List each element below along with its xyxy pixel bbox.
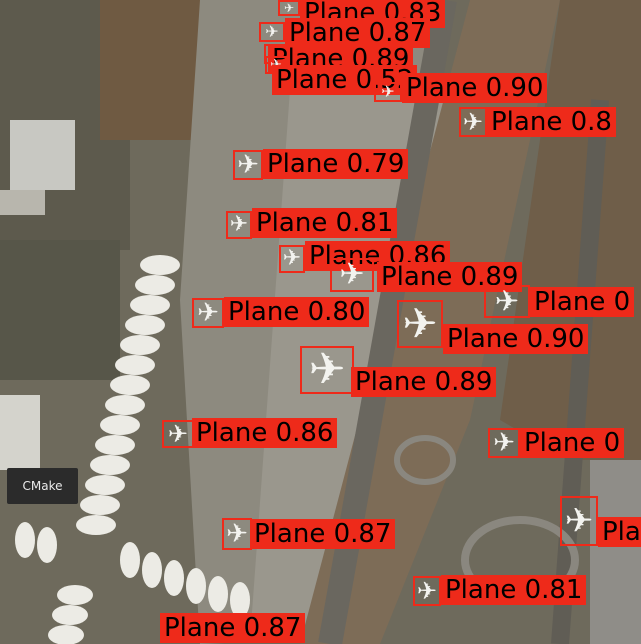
- detection-box: ✈: [259, 22, 285, 42]
- detection-label: Plane 0.81: [252, 208, 398, 238]
- detection-label: Plane 0: [520, 428, 625, 458]
- detection-label: Plane 0.90: [443, 324, 589, 354]
- detection-box: ✈: [279, 245, 305, 273]
- airplane-icon: ✈: [229, 212, 249, 237]
- detection-box: ✈: [488, 428, 520, 458]
- detection-box: ✈: [459, 107, 487, 137]
- airplane-icon: ✈: [308, 344, 346, 395]
- detection-box: ✈: [222, 518, 252, 550]
- airplane-icon: ✈: [339, 257, 365, 292]
- airplane-icon: ✈: [282, 246, 302, 271]
- airplane-icon: ✈: [265, 22, 279, 41]
- airplane-icon: ✈: [226, 519, 248, 549]
- detection-label: Plane 0.80: [224, 297, 370, 327]
- detection-box: ✈: [413, 576, 441, 606]
- airplane-icon: ✈: [462, 108, 484, 136]
- detection-label: Pla: [598, 517, 641, 547]
- airplane-icon: ✈: [402, 299, 438, 348]
- detection-box: ✈: [233, 150, 263, 180]
- detection-label: Plane 0.89: [377, 262, 523, 292]
- detection-box: ✈: [330, 258, 374, 292]
- airplane-icon: ✈: [416, 577, 438, 605]
- airplane-icon: ✈: [283, 1, 295, 15]
- airplane-icon: ✈: [494, 284, 520, 318]
- detection-label: Plane 0.87: [250, 519, 396, 549]
- detection-label: Plane 0.86: [192, 418, 338, 448]
- detection-label: Plane 0.87: [160, 613, 306, 643]
- detection-label: Plane 0.89: [351, 367, 497, 397]
- detection-box: ✈: [162, 420, 194, 448]
- detection-label: Plane 0.52: [272, 65, 418, 95]
- detection-box: ✈: [374, 82, 402, 102]
- airplane-icon: ✈: [381, 82, 395, 101]
- detection-box: ✈: [397, 300, 443, 348]
- detection-box: ✈: [300, 346, 354, 394]
- detection-label: Plane 0.81: [441, 575, 587, 605]
- airplane-icon: ✈: [493, 428, 515, 458]
- detection-box: ✈: [192, 298, 224, 328]
- detection-label: Plane 0: [530, 287, 635, 317]
- airplane-icon: ✈: [197, 298, 219, 328]
- detection-box: ✈: [560, 496, 598, 546]
- detection-label: Plane 0.90: [402, 73, 548, 103]
- detection-label: Plane 0.87: [285, 18, 431, 48]
- airplane-icon: ✈: [564, 501, 594, 541]
- detection-box: ✈: [226, 211, 252, 239]
- detection-label: Plane 0.8: [487, 107, 616, 137]
- detection-box: ✈: [278, 0, 300, 16]
- detection-label: Plane 0.79: [263, 149, 409, 179]
- airplane-icon: ✈: [237, 150, 259, 180]
- airplane-icon: ✈: [167, 420, 189, 448]
- cmake-tooltip: CMake: [7, 468, 78, 504]
- detection-box: ✈: [484, 285, 530, 318]
